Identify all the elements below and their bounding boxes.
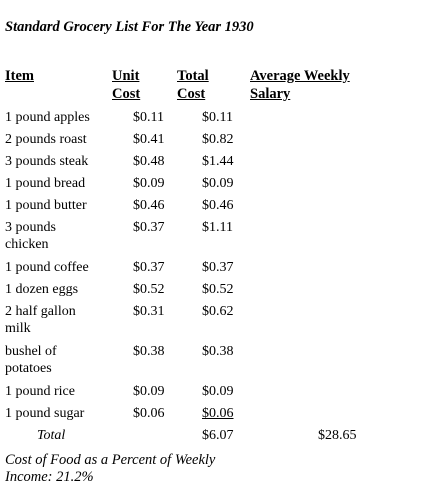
total-cost: $0.11 bbox=[202, 110, 233, 125]
total-cost: $1.11 bbox=[202, 220, 233, 235]
page-title: Standard Grocery List For The Year 1930 bbox=[5, 19, 254, 35]
item-name: 2 pounds roast bbox=[5, 132, 87, 147]
item-name: 3 pounds chicken bbox=[5, 220, 56, 252]
item-name: 1 dozen eggs bbox=[5, 282, 79, 297]
total-cost: $1.44 bbox=[202, 154, 234, 169]
header-item: Item bbox=[5, 68, 34, 84]
total-label: Total bbox=[37, 428, 66, 443]
total-cost: $0.38 bbox=[202, 344, 234, 359]
total-cost: $0.09 bbox=[202, 176, 234, 191]
average-weekly-salary: $28.65 bbox=[318, 428, 357, 443]
unit-cost: $0.38 bbox=[133, 344, 165, 359]
item-name: 1 pound sugar bbox=[5, 406, 85, 421]
item-name: 1 pound apples bbox=[5, 110, 90, 125]
unit-cost: $0.31 bbox=[133, 304, 165, 319]
item-name: 1 pound rice bbox=[5, 384, 75, 399]
unit-cost: $0.52 bbox=[133, 282, 165, 297]
unit-cost: $0.09 bbox=[133, 176, 165, 191]
total-cost: $0.06 bbox=[202, 406, 234, 421]
unit-cost: $0.37 bbox=[133, 220, 165, 235]
total-cost: $0.62 bbox=[202, 304, 234, 319]
unit-cost: $0.37 bbox=[133, 260, 165, 275]
grand-total: $6.07 bbox=[202, 428, 234, 443]
unit-cost: $0.48 bbox=[133, 154, 165, 169]
item-name: 1 pound bread bbox=[5, 176, 86, 191]
header-unit-cost: Unit Cost bbox=[112, 68, 141, 102]
total-cost: $0.09 bbox=[202, 384, 234, 399]
item-name: 2 half gallon milk bbox=[5, 304, 76, 336]
total-cost: $0.46 bbox=[202, 198, 234, 213]
item-name: 1 pound coffee bbox=[5, 260, 89, 275]
item-name: 1 pound butter bbox=[5, 198, 87, 213]
unit-cost: $0.41 bbox=[133, 132, 165, 147]
food-cost-percent-note: Cost of Food as a Percent of Weekly Inco… bbox=[5, 452, 216, 485]
item-name: 3 pounds steak bbox=[5, 154, 89, 169]
unit-cost: $0.46 bbox=[133, 198, 165, 213]
total-cost: $0.82 bbox=[202, 132, 234, 147]
total-cost: $0.52 bbox=[202, 282, 234, 297]
total-cost: $0.37 bbox=[202, 260, 234, 275]
unit-cost: $0.06 bbox=[133, 406, 165, 421]
unit-cost: $0.09 bbox=[133, 384, 165, 399]
header-average-weekly-salary: Average Weekly Salary bbox=[250, 68, 350, 102]
unit-cost: $0.11 bbox=[133, 110, 164, 125]
header-total-cost: Total Cost bbox=[177, 68, 209, 102]
item-name: bushel of potatoes bbox=[5, 344, 57, 376]
